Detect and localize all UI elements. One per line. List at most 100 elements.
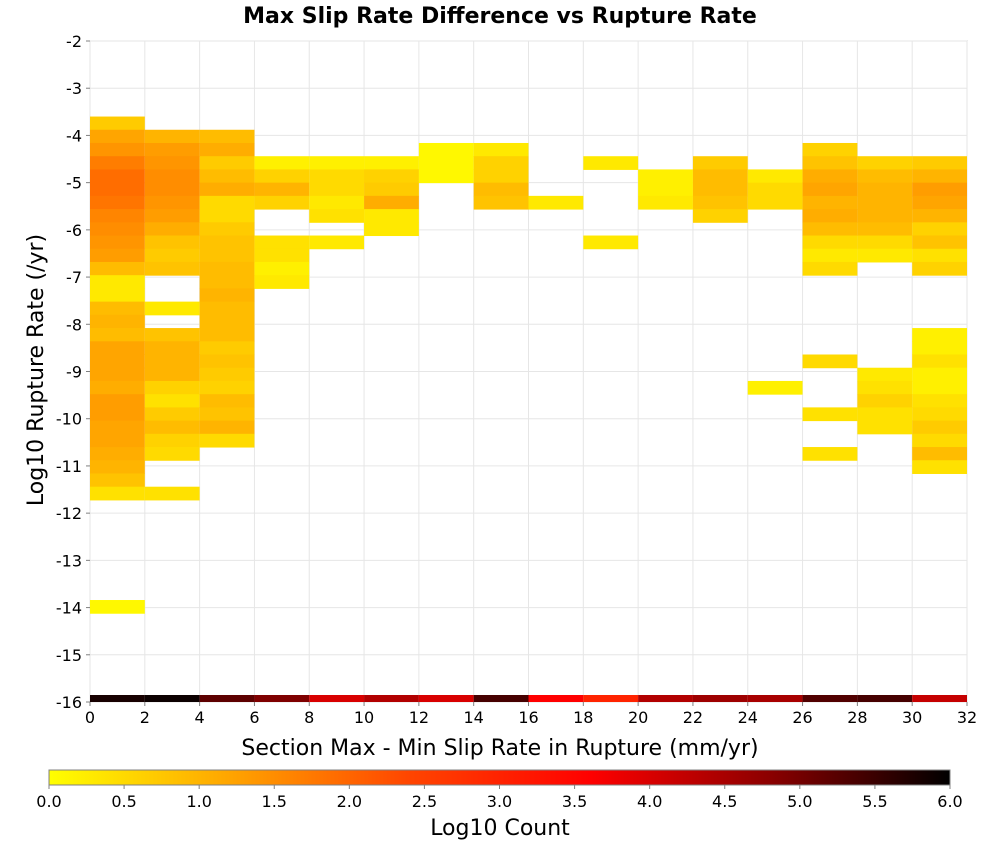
- heatmap-cell: [90, 341, 145, 356]
- heatmap-cell: [90, 195, 145, 210]
- heatmap-cell: [199, 209, 255, 223]
- heatmap-cell: [90, 261, 145, 276]
- x-axis-label: Section Max - Min Slip Rate in Rupture (…: [241, 736, 758, 761]
- heatmap-cell: [199, 288, 255, 303]
- heatmap-cell: [638, 195, 693, 210]
- heatmap-cell: [857, 222, 913, 237]
- heatmap-cell: [857, 209, 913, 223]
- y-tick-label: -4: [66, 126, 82, 145]
- summary-cell: [747, 695, 803, 702]
- heatmap-cell: [912, 447, 967, 461]
- heatmap-cell: [364, 209, 419, 223]
- colorbar-gradient: [48, 769, 951, 786]
- colorbar-tick-label: 3.5: [562, 792, 587, 811]
- y-tick-label: -9: [66, 363, 82, 382]
- heatmap-cell: [912, 394, 967, 408]
- heatmap-cell: [199, 301, 255, 316]
- heatmap-cell: [144, 367, 200, 382]
- heatmap-cell: [309, 209, 365, 223]
- heatmap-cell: [912, 380, 967, 395]
- heatmap-cell: [144, 235, 200, 250]
- y-axis-label: Log10 Rupture Rate (/yr): [24, 234, 49, 506]
- heatmap-cell: [199, 195, 255, 210]
- heatmap-cell: [747, 182, 803, 197]
- heatmap-cell: [254, 261, 310, 276]
- heatmap-cell: [90, 394, 145, 408]
- y-tick-label: -12: [56, 504, 82, 523]
- heatmap-cell: [199, 235, 255, 250]
- summary-cell: [583, 695, 639, 702]
- heatmap-cell: [364, 195, 419, 210]
- heatmap-cell: [802, 261, 858, 276]
- heatmap-cell: [857, 407, 913, 422]
- heatmap-cell: [802, 235, 858, 250]
- summary-cell: [90, 695, 145, 702]
- heatmap-cell: [802, 407, 858, 422]
- heatmap-cell: [144, 301, 200, 316]
- heatmap-cell: [747, 380, 803, 395]
- colorbar-tick-label: 6.0: [937, 792, 962, 811]
- heatmap-cell: [254, 248, 310, 263]
- heatmap-cell: [90, 354, 145, 369]
- heatmap-cell: [364, 222, 419, 237]
- heatmap-cell: [638, 182, 693, 197]
- heatmap-cell: [309, 169, 365, 184]
- heatmap-cell: [144, 354, 200, 369]
- heatmap-cell: [199, 275, 255, 289]
- summary-cell: [802, 695, 858, 702]
- x-tick-label: 26: [792, 708, 812, 727]
- heatmap-cell: [199, 156, 255, 170]
- colorbar-tick-label: 0.0: [36, 792, 61, 811]
- heatmap-cell: [144, 182, 200, 197]
- heatmap-cell: [199, 222, 255, 237]
- heatmap-cell: [473, 142, 529, 157]
- y-tick-label: -2: [66, 32, 82, 51]
- heatmap-cell: [90, 328, 145, 342]
- heatmap-cell: [418, 156, 474, 170]
- heatmap-cell: [199, 142, 255, 157]
- y-tick-label: -10: [56, 410, 82, 429]
- heatmap-cell: [802, 209, 858, 223]
- colorbar-tick-label: 3.0: [487, 792, 512, 811]
- heatmap-cell: [912, 235, 967, 250]
- heatmap-cell: [144, 195, 200, 210]
- y-tick-label: -13: [56, 551, 82, 570]
- heatmap-cell: [90, 447, 145, 461]
- heatmap-cell: [90, 367, 145, 382]
- heatmap-cell: [692, 182, 748, 197]
- heatmap-cell: [309, 182, 365, 197]
- summary-cell: [912, 695, 967, 702]
- x-tick-label: 6: [249, 708, 259, 727]
- heatmap-cell: [90, 222, 145, 237]
- heatmap-cell: [199, 341, 255, 356]
- heatmap-cell: [912, 169, 967, 184]
- heatmap-cell: [199, 248, 255, 263]
- heatmap-cell: [199, 394, 255, 408]
- heatmap-cell: [309, 195, 365, 210]
- heatmap-cell: [90, 433, 145, 448]
- heatmap-cell: [912, 195, 967, 210]
- heatmap-cell: [912, 341, 967, 356]
- heatmap-cell: [912, 209, 967, 223]
- x-tick-label: 12: [409, 708, 429, 727]
- heatmap-cell: [364, 169, 419, 184]
- heatmap-cell: [199, 433, 255, 448]
- heatmap-cell: [364, 182, 419, 197]
- heatmap-cell: [144, 169, 200, 184]
- heatmap-cell: [857, 367, 913, 382]
- summary-cell: [857, 695, 913, 702]
- x-axis-ticks: 0 2 4 6 8 10 12 14 16 18 20 22 24 26 28 30 32: [85, 702, 977, 727]
- summary-cell: [418, 695, 474, 702]
- chart-title: Max Slip Rate Difference vs Rupture Rate: [243, 4, 757, 29]
- heatmap-cell: [912, 407, 967, 422]
- heatmap-cell: [857, 235, 913, 250]
- heatmap-cell: [144, 248, 200, 263]
- heatmap-cell: [90, 314, 145, 329]
- heatmap-cell: [144, 447, 200, 461]
- y-tick-label: -5: [66, 174, 82, 193]
- heatmap-cell: [364, 156, 419, 170]
- heatmap-cell: [857, 420, 913, 435]
- heatmap-cell: [912, 328, 967, 342]
- heatmap-cell: [857, 380, 913, 395]
- heatmap-cell: [254, 195, 310, 210]
